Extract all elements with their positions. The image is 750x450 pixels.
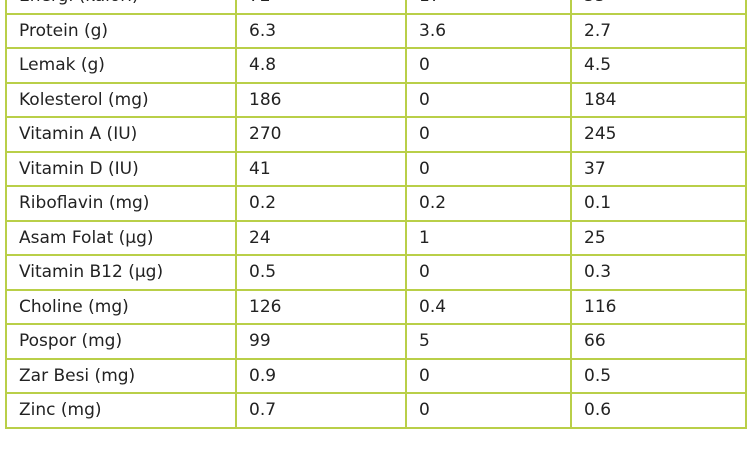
nutrient-value: 0.6	[570, 392, 747, 429]
nutrient-name: Zinc (mg)	[5, 392, 237, 429]
nutrient-value: 0.1	[570, 185, 747, 222]
table-row: Energi (kalori)721755	[5, 0, 747, 15]
nutrient-value: 5	[405, 323, 572, 360]
nutrient-name: Choline (mg)	[5, 288, 237, 325]
nutrient-name: Vitamin A (IU)	[5, 116, 237, 153]
nutrient-value: 66	[570, 323, 747, 360]
table-row: Vitamin A (IU) 270 0 245	[5, 116, 747, 153]
nutrient-name: Vitamin B12 (µg)	[5, 254, 237, 291]
nutrition-table: Energi (kalori)721755Protein (g)6.33.62.…	[5, 0, 747, 429]
nutrient-name: Vitamin D (IU)	[5, 150, 237, 187]
nutrient-value: 0.3	[570, 254, 747, 291]
table-row: Protein (g) 6.3 3.6 2.7	[5, 12, 747, 49]
nutrient-value: 116	[570, 288, 747, 325]
nutrient-value: 6.3	[235, 12, 407, 49]
nutrient-value: 1	[405, 219, 572, 256]
nutrient-value: 0	[405, 392, 572, 429]
nutrient-value: 245	[570, 116, 747, 153]
nutrient-value: 0	[405, 357, 572, 394]
nutrient-value: 0	[405, 116, 572, 153]
table-row: Kolesterol (mg) 186 0 184	[5, 81, 747, 118]
nutrient-value: 0	[405, 81, 572, 118]
nutrient-name: Energi (kalori)	[5, 0, 237, 15]
table-row: Lemak (g) 4.8 0 4.5	[5, 47, 747, 84]
nutrient-name: Kolesterol (mg)	[5, 81, 237, 118]
nutrient-value: 4.5	[570, 47, 747, 84]
nutrient-value: 270	[235, 116, 407, 153]
nutrient-value: 72	[235, 0, 407, 15]
table-row: Vitamin B12 (µg) 0.5 0 0.3	[5, 254, 747, 291]
nutrient-value: 0.7	[235, 392, 407, 429]
nutrient-name: Zar Besi (mg)	[5, 357, 237, 394]
nutrient-name: Asam Folat (µg)	[5, 219, 237, 256]
nutrient-value: 0.9	[235, 357, 407, 394]
table-row: Zar Besi (mg) 0.9 0 0.5	[5, 357, 747, 394]
nutrient-value: 17	[405, 0, 572, 15]
nutrient-value: 3.6	[405, 12, 572, 49]
nutrient-value: 55	[570, 0, 747, 15]
nutrient-name: Lemak (g)	[5, 47, 237, 84]
nutrient-value: 184	[570, 81, 747, 118]
nutrient-value: 0	[405, 254, 572, 291]
nutrient-value: 99	[235, 323, 407, 360]
nutrient-value: 24	[235, 219, 407, 256]
nutrient-value: 41	[235, 150, 407, 187]
nutrient-value: 4.8	[235, 47, 407, 84]
nutrient-value: 0.5	[570, 357, 747, 394]
nutrient-value: 0.2	[405, 185, 572, 222]
nutrient-name: Riboflavin (mg)	[5, 185, 237, 222]
table-row: Vitamin D (IU) 41 0 37	[5, 150, 747, 187]
nutrient-value: 0	[405, 150, 572, 187]
nutrient-name: Protein (g)	[5, 12, 237, 49]
nutrient-value: 2.7	[570, 12, 747, 49]
table-row: Zinc (mg) 0.7 0 0.6	[5, 392, 747, 429]
table-row: Choline (mg) 126 0.4 116	[5, 288, 747, 325]
table-row: Asam Folat (µg) 24 1 25	[5, 219, 747, 256]
nutrient-name: Pospor (mg)	[5, 323, 237, 360]
nutrient-value: 37	[570, 150, 747, 187]
nutrient-value: 0.5	[235, 254, 407, 291]
nutrient-value: 0	[405, 47, 572, 84]
nutrient-value: 25	[570, 219, 747, 256]
table-row: Pospor (mg) 99 5 66	[5, 323, 747, 360]
nutrient-value: 0.4	[405, 288, 572, 325]
nutrient-value: 0.2	[235, 185, 407, 222]
nutrient-value: 186	[235, 81, 407, 118]
table-row: Riboflavin (mg) 0.2 0.2 0.1	[5, 185, 747, 222]
nutrient-value: 126	[235, 288, 407, 325]
